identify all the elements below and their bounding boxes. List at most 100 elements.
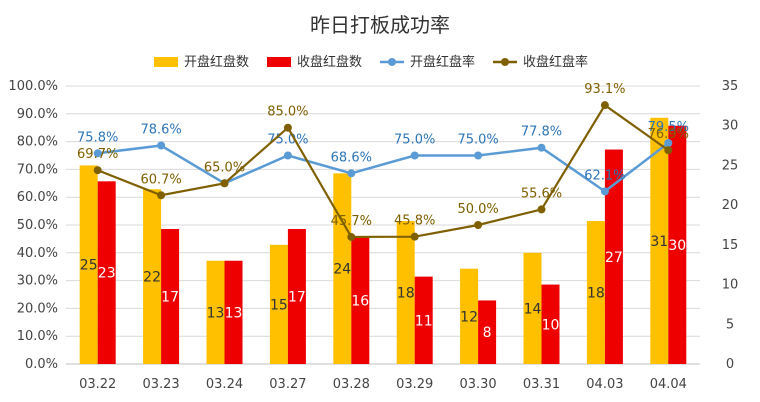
line-point xyxy=(474,221,483,229)
line-value-label: 55.6% xyxy=(521,186,562,201)
legend: 开盘红盘数 收盘红盘数 开盘红盘率 收盘红盘率 xyxy=(154,54,588,70)
legend-label: 开盘红盘数 xyxy=(184,54,249,70)
bar-value-label: 30 xyxy=(668,238,686,254)
bar xyxy=(586,221,605,364)
bar xyxy=(523,252,542,364)
series-line xyxy=(97,141,670,193)
y-right-tick-label: 30 xyxy=(722,119,739,134)
y-left-tick-label: 100.0% xyxy=(8,79,58,94)
line-point xyxy=(600,187,609,196)
line-value-label: 65.0% xyxy=(204,160,245,175)
line-value-label: 79.5% xyxy=(648,120,689,135)
line-point xyxy=(93,166,102,175)
y-right-tick-label: 25 xyxy=(722,158,739,173)
legend-swatch xyxy=(154,57,178,67)
bar-value-label: 16 xyxy=(351,293,369,309)
line-point xyxy=(93,149,102,158)
legend-label: 开盘红盘率 xyxy=(410,54,475,70)
bar xyxy=(287,228,306,364)
x-tick-label: 03.30 xyxy=(459,377,496,392)
line-value-label: 76.9% xyxy=(648,127,689,142)
line-point xyxy=(157,191,166,200)
bar-value-label: 8 xyxy=(483,325,492,341)
legend-label: 收盘红盘率 xyxy=(523,54,588,70)
y-right-tick-label: 5 xyxy=(726,317,734,332)
line-point xyxy=(664,138,673,147)
y-left-tick-label: 60.0% xyxy=(17,190,58,205)
bar-value-label: 14 xyxy=(524,301,542,317)
y-left-tick-label: 0.0% xyxy=(25,357,58,372)
y-left-tick-label: 30.0% xyxy=(17,274,58,289)
bar-value-label: 27 xyxy=(605,250,623,266)
bar xyxy=(541,284,560,364)
bar-value-label: 11 xyxy=(415,313,433,329)
bar xyxy=(396,221,415,364)
bar-value-label: 10 xyxy=(542,317,560,333)
chart-title: 昨日打板成功率 xyxy=(310,13,450,37)
bar-value-label: 13 xyxy=(207,305,225,321)
y-right-tick-label: 10 xyxy=(722,278,739,293)
plot-area: 0.0% 10.0% 20.0% 30.0% 40.0% 50.0% 60.0% 70.0% 8… xyxy=(8,79,738,392)
bar-value-label: 17 xyxy=(288,289,306,305)
line-point xyxy=(283,151,292,160)
x-tick-label: 03.31 xyxy=(523,377,560,392)
line-value-label: 77.8% xyxy=(521,125,562,140)
line-point xyxy=(410,151,419,160)
line-point xyxy=(410,232,419,241)
line-value-label: 50.0% xyxy=(457,202,498,217)
bar xyxy=(460,268,479,364)
line-point xyxy=(664,146,673,155)
legend-swatch xyxy=(267,57,291,67)
x-tick-label: 03.28 xyxy=(333,377,370,392)
y-right-tick-label: 0 xyxy=(726,357,734,372)
x-tick-label: 03.22 xyxy=(79,377,116,392)
line-point xyxy=(347,169,356,178)
y-right-tick-label: 15 xyxy=(722,238,739,253)
line-point xyxy=(220,179,229,188)
bar xyxy=(206,260,225,364)
bar xyxy=(97,181,116,364)
line-point xyxy=(537,143,546,152)
line-point xyxy=(474,151,483,160)
line-point xyxy=(157,141,166,150)
line-value-label: 69.7% xyxy=(77,147,118,162)
bar xyxy=(478,300,497,364)
y-left-tick-label: 40.0% xyxy=(17,246,58,261)
line-value-label: 60.7% xyxy=(140,172,181,187)
bar-value-label: 22 xyxy=(143,270,161,286)
bar-value-label: 31 xyxy=(650,234,668,250)
y-left-tick-label: 90.0% xyxy=(17,107,58,122)
line-value-label: 75.0% xyxy=(457,133,498,148)
bar-value-label: 12 xyxy=(460,309,478,325)
bar-value-label: 24 xyxy=(333,262,351,278)
line-point xyxy=(537,205,546,214)
bar xyxy=(79,165,98,364)
series-line xyxy=(97,103,669,239)
line-point xyxy=(283,123,292,132)
x-tick-label: 04.04 xyxy=(650,377,687,392)
bar-value-label: 13 xyxy=(225,305,243,321)
line-point xyxy=(347,232,356,241)
line-value-label: 75.0% xyxy=(394,133,435,148)
bar xyxy=(414,276,433,364)
line-value-label: 78.6% xyxy=(140,122,181,137)
y-left-tick-label: 50.0% xyxy=(17,218,58,233)
bar-value-label: 23 xyxy=(98,266,116,282)
bar-value-label: 15 xyxy=(270,297,288,313)
x-tick-label: 03.29 xyxy=(396,377,433,392)
bar-value-label: 25 xyxy=(80,258,98,274)
bar xyxy=(351,236,370,364)
legend-marker xyxy=(501,58,509,66)
y-left-tick-label: 70.0% xyxy=(17,162,58,177)
line-value-label: 45.8% xyxy=(394,214,435,229)
bar xyxy=(604,149,623,364)
x-tick-label: 03.27 xyxy=(269,377,306,392)
bar xyxy=(333,173,352,364)
line-point xyxy=(600,101,609,110)
legend-label: 收盘红盘数 xyxy=(297,54,362,70)
line-value-label: 93.1% xyxy=(584,82,625,97)
bar xyxy=(668,125,687,364)
bar-value-label: 18 xyxy=(587,286,605,302)
legend-marker xyxy=(388,58,396,66)
